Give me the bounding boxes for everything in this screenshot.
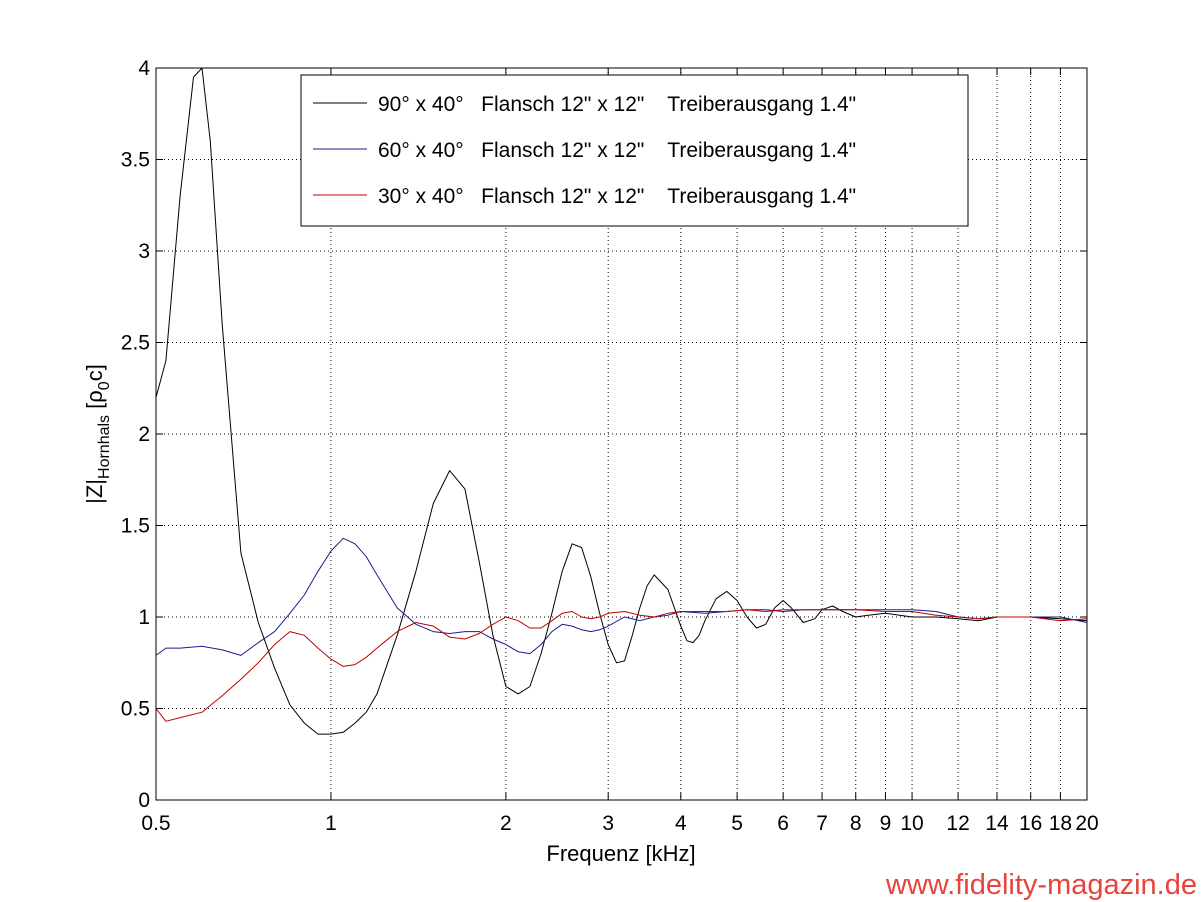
x-axis-label: Frequenz [kHz] xyxy=(546,841,695,866)
series-line-2 xyxy=(155,537,1088,656)
y-tick-label: 3 xyxy=(138,240,150,263)
x-tick-label: 0.5 xyxy=(141,812,170,835)
y-axis-label-unit-open: [ρ xyxy=(82,390,107,415)
y-tick-label: 0.5 xyxy=(121,698,150,721)
legend-entry-1: 90° x 40° Flansch 12" x 12" Treiberausga… xyxy=(378,93,856,116)
y-axis-label-unit-sub: 0 xyxy=(96,381,113,390)
y-axis-label-sub: Hornhals xyxy=(96,415,113,479)
legend: 90° x 40° Flansch 12" x 12" Treiberausga… xyxy=(300,74,969,227)
y-tick-label: 1 xyxy=(138,606,150,629)
x-tick-label: 2 xyxy=(500,812,512,835)
legend-entry-3: 30° x 40° Flansch 12" x 12" Treiberausga… xyxy=(378,185,856,208)
y-tick-label: 4 xyxy=(138,57,150,80)
x-tick-label: 3 xyxy=(602,812,614,835)
x-tick-label: 6 xyxy=(777,812,789,835)
x-tick-label: 1 xyxy=(325,812,337,835)
y-axis-label-main: |Z| xyxy=(82,479,107,504)
y-axis-ticks: 0 0.5 1 1.5 2 2.5 3 3.5 4 xyxy=(121,57,1087,812)
svg-text:|Z|Hornhals [ρ0c]: |Z|Hornhals [ρ0c] xyxy=(82,364,113,504)
x-tick-label: 16 xyxy=(1019,812,1042,835)
y-tick-label: 0 xyxy=(138,789,150,812)
series-line-1 xyxy=(155,67,1088,735)
x-tick-label: 9 xyxy=(880,812,892,835)
y-tick-label: 1.5 xyxy=(121,515,150,538)
series-line-3 xyxy=(155,609,1088,722)
x-tick-label: 7 xyxy=(816,812,828,835)
x-axis-ticks: 0.5 1 2 3 4 5 6 7 8 9 10 12 14 16 18 20 xyxy=(141,68,1099,835)
y-tick-label: 3.5 xyxy=(121,149,150,172)
x-tick-label: 14 xyxy=(985,812,1009,835)
x-tick-label: 12 xyxy=(946,812,969,835)
y-axis-label-unit-close: c] xyxy=(82,364,107,381)
legend-box xyxy=(300,74,969,227)
y-tick-label: 2 xyxy=(138,423,150,446)
x-tick-label: 4 xyxy=(675,812,687,835)
x-tick-label: 8 xyxy=(850,812,862,835)
x-tick-label: 10 xyxy=(900,812,923,835)
watermark: www.fidelity-magazin.de xyxy=(885,869,1197,901)
x-tick-label: 20 xyxy=(1075,812,1098,835)
y-tick-label: 2.5 xyxy=(121,332,150,355)
x-tick-label: 5 xyxy=(731,812,743,835)
x-tick-label: 18 xyxy=(1049,812,1072,835)
y-axis-label: |Z|Hornhals [ρ0c] xyxy=(82,364,113,504)
legend-entry-2: 60° x 40° Flansch 12" x 12" Treiberausga… xyxy=(378,139,856,162)
series-lines xyxy=(155,67,1088,735)
